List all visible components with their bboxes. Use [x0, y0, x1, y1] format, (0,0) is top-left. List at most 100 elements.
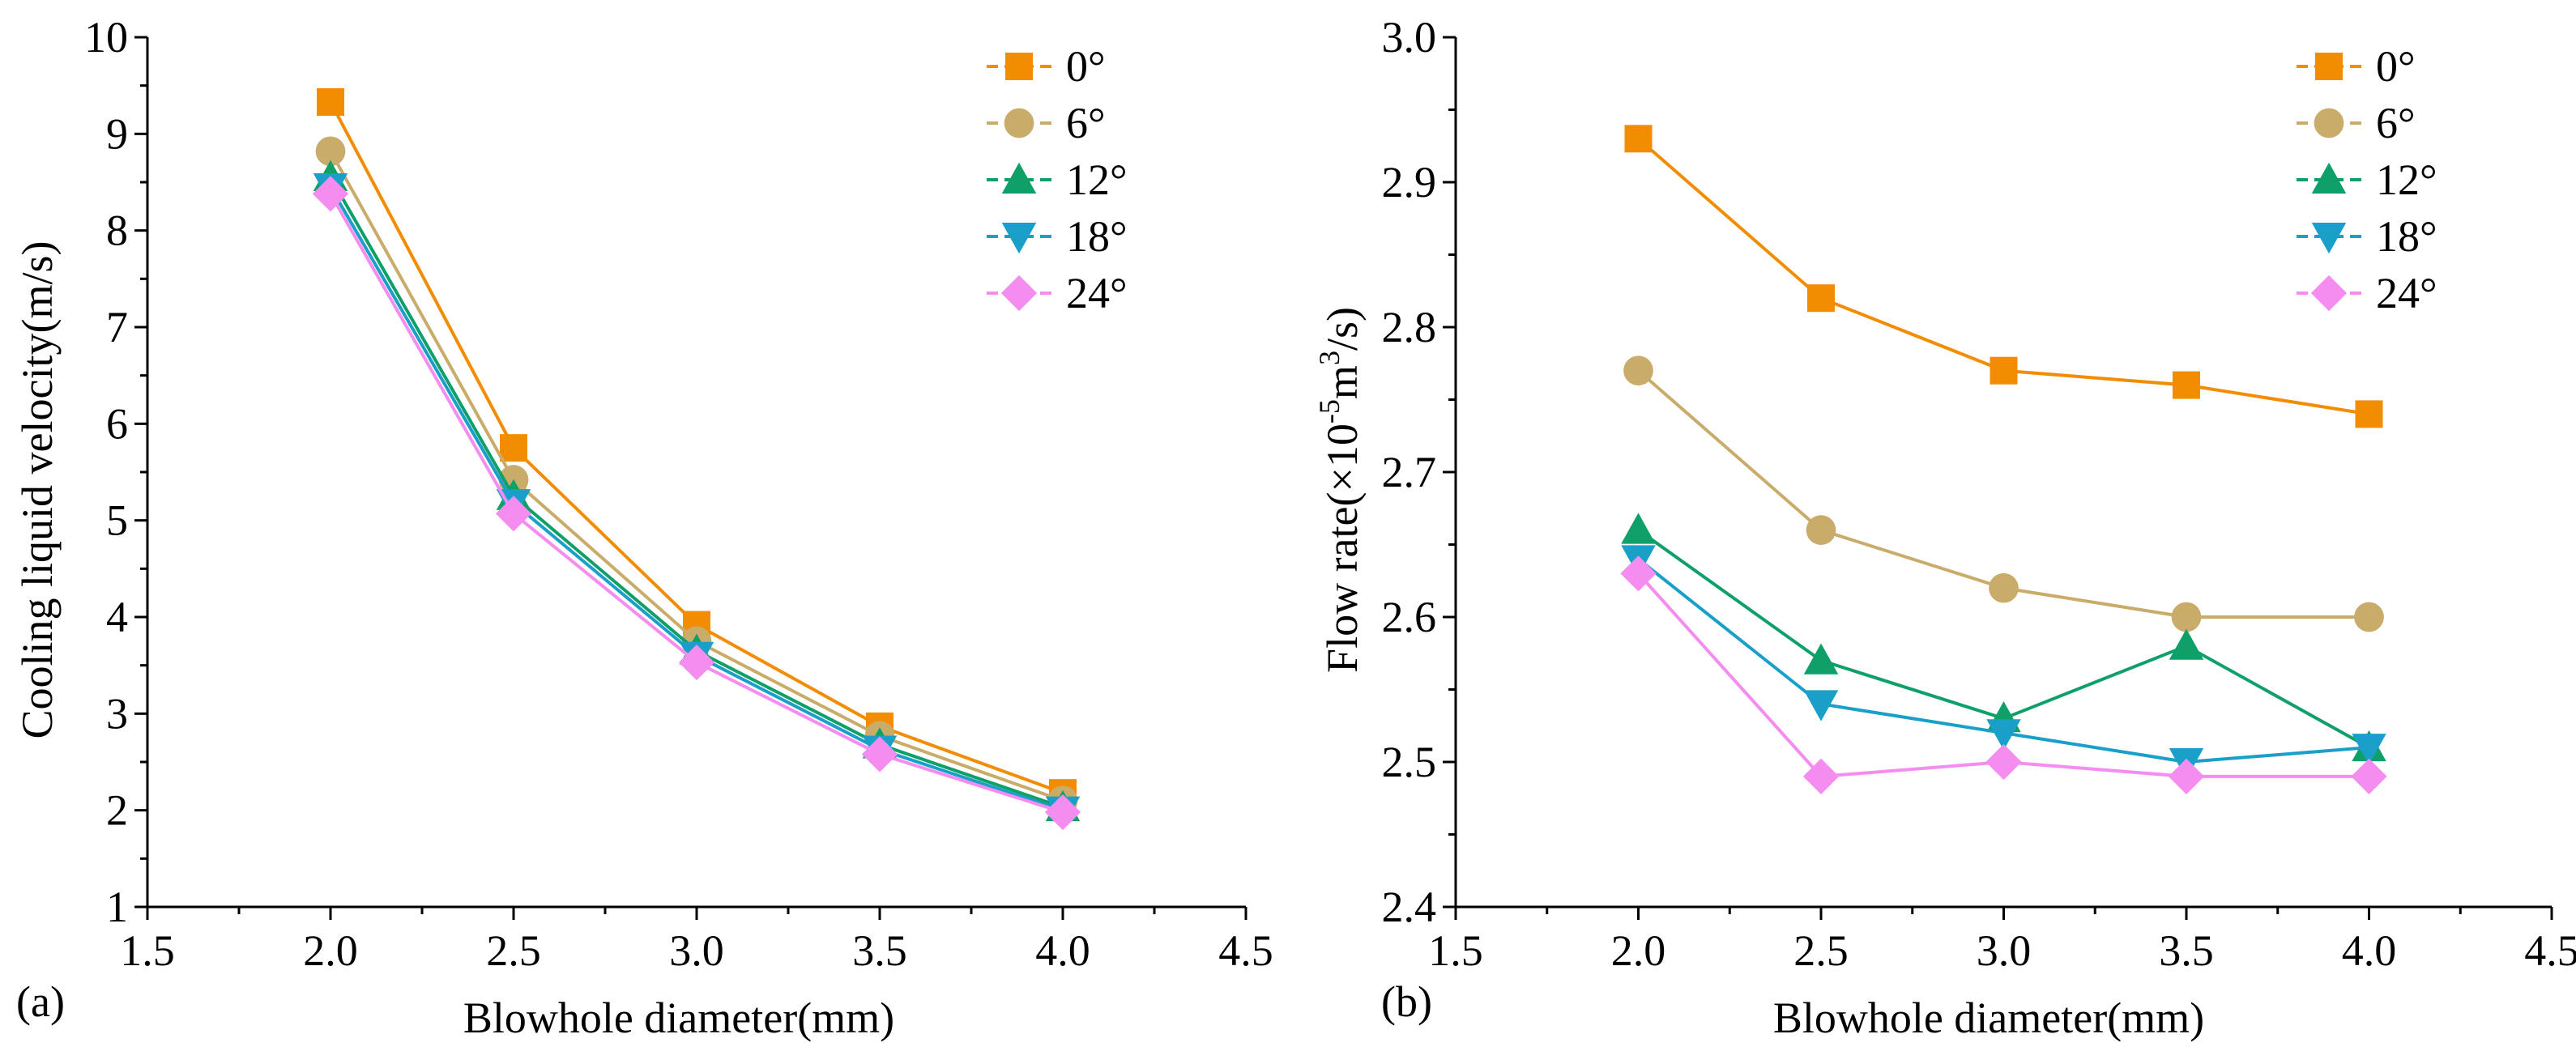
panel-a-legend-entry: 6°	[987, 99, 1106, 147]
panel-b-data-point	[1803, 690, 1839, 721]
panel-b-data-point	[2355, 400, 2383, 428]
panel-b-legend-entry: 12°	[2297, 155, 2437, 204]
panel-a-x-tick-label: 2.0	[303, 926, 358, 975]
panel-a-legend-marker	[1001, 223, 1037, 254]
panel-b-series-1	[1623, 355, 2384, 632]
panel-b-data-point	[1803, 643, 1839, 675]
panel-a-y-tick-label: 4	[106, 593, 128, 641]
panel-a-legend-marker	[1005, 53, 1033, 80]
panel-b-legend-label: 18°	[2376, 212, 2437, 261]
panel-a-legend-label: 24°	[1066, 269, 1128, 317]
panel-a-legend-entry: 12°	[987, 155, 1128, 204]
panel-a-x-tick-label: 3.0	[669, 926, 724, 975]
panel-b-legend: 0° 6° 12° 18° 24°	[2297, 42, 2437, 317]
panel-a-data-point	[317, 87, 344, 116]
panel-b-ylabel: Flow rate(×10-5m3/s)	[1313, 307, 1367, 673]
panel-a-label: (a)	[16, 977, 65, 1026]
panel-b-legend-label: 24°	[2376, 269, 2437, 317]
panel-a-y-tick-label: 10	[84, 13, 128, 62]
panel-a-plot-area: 1.5 2.0 2.5 3.0 3.5 4.0 4.5 1 2 3 4 5 6 7 8 9 10 0° 6° 12° 1…	[84, 13, 1273, 975]
panel-b-legend-marker	[2310, 275, 2348, 312]
panel-a-legend-entry: 18°	[987, 212, 1128, 261]
panel-b-x-tick-label: 4.5	[2524, 926, 2576, 975]
panel-b-data-point	[1986, 719, 2021, 751]
panel-a-data-point	[861, 736, 898, 772]
panel-a-x-tick-label: 4.0	[1035, 926, 1090, 975]
panel-b-xlabel: Blowhole diameter(mm)	[1773, 994, 2204, 1042]
panel-b-legend-entry: 6°	[2297, 99, 2416, 147]
panel-a-legend-marker	[1004, 108, 1034, 138]
panel-a-legend-label: 12°	[1066, 155, 1128, 204]
panel-b-series-4	[1620, 555, 2387, 794]
panel-b-data-point	[1621, 513, 1656, 544]
panel-b-x-tick-label: 2.0	[1611, 926, 1666, 975]
panel-a-data-point	[495, 496, 532, 532]
panel-b-x-tick-label: 4.0	[2342, 926, 2397, 975]
panel-b-y-tick-label: 2.9	[1382, 158, 1437, 206]
panel-b-data-point	[2173, 371, 2200, 399]
panel-a-data-point	[678, 644, 715, 681]
panel-b-series-0	[1624, 125, 2383, 428]
panel-b-data-point	[2351, 758, 2387, 794]
panel-b-legend-entry: 24°	[2297, 269, 2437, 317]
panel-b-legend-label: 12°	[2376, 155, 2437, 204]
panel-a-ylabel: Cooling liquid velocity(m/s)	[13, 241, 62, 739]
panel-a-legend-label: 18°	[1066, 212, 1128, 261]
panel-a-x-tick-label: 4.5	[1218, 926, 1273, 975]
panel-a-y-tick-label: 8	[106, 206, 128, 255]
panel-a-y-tick-label: 7	[106, 303, 128, 351]
panel-a-legend-label: 0°	[1066, 42, 1106, 91]
panel-b-data-point	[1806, 515, 1836, 545]
panel-a-data-point	[315, 136, 346, 167]
panel-a-legend-marker	[1001, 162, 1037, 194]
panel-a-series-1	[315, 136, 1078, 816]
panel-a-data-point	[500, 434, 527, 462]
panel-a-velocity-chart: 1.5 2.0 2.5 3.0 3.5 4.0 4.5 1 2 3 4 5 6 7 8 9 10 0° 6° 12° 1…	[13, 13, 1273, 1042]
panel-b-x-tick-label: 3.5	[2159, 926, 2214, 975]
panel-b-data-point	[1807, 284, 1835, 313]
panel-b-data-point	[1990, 356, 2018, 385]
panel-a-legend-entry: 0°	[987, 42, 1106, 91]
panel-b-legend-marker	[2315, 53, 2343, 80]
panel-a-series-3	[313, 172, 1081, 828]
panel-a-series-line	[329, 150, 1064, 802]
panel-b-data-point	[1620, 555, 1657, 592]
panel-a-series-line	[329, 101, 1064, 795]
panel-b-data-point	[2352, 734, 2386, 765]
panel-b-y-tick-label: 3.0	[1382, 13, 1437, 62]
panel-a-legend-label: 6°	[1066, 99, 1106, 147]
panel-b-flowrate-chart: 1.5 2.0 2.5 3.0 3.5 4.0 4.5 2.4 2.5 2.6 2.7 2.8 2.9 3…	[1313, 13, 2576, 1042]
panel-b-legend-marker	[2314, 108, 2344, 138]
panel-b-y-tick-label: 2.5	[1382, 738, 1437, 786]
panel-a-data-point	[1044, 794, 1081, 831]
panel-b-label: (b)	[1381, 977, 1432, 1026]
panel-b-y-tick-label: 2.7	[1382, 448, 1437, 496]
panel-b-y-tick-label: 2.6	[1382, 593, 1437, 641]
panel-a-y-tick-label: 5	[106, 496, 128, 545]
panel-b-legend-entry: 18°	[2297, 212, 2437, 261]
panel-a-y-tick-label: 3	[106, 689, 128, 738]
panel-b-data-point	[1985, 743, 2022, 781]
panel-a-xlabel: Blowhole diameter(mm)	[463, 994, 894, 1042]
panel-a-series-0	[317, 87, 1077, 807]
panel-b-data-point	[1802, 758, 1840, 794]
panel-b-legend-entry: 0°	[2297, 42, 2416, 91]
panel-a-legend-entry: 24°	[987, 269, 1128, 317]
panel-a-y-tick-label: 1	[106, 883, 128, 931]
panel-a-legend: 0° 6° 12° 18° 24°	[987, 42, 1128, 317]
panel-a-x-tick-label: 3.5	[852, 926, 907, 975]
panel-a-series-2	[313, 160, 1081, 822]
panel-b-data-point	[2168, 758, 2205, 794]
panel-a-y-tick-label: 6	[106, 399, 128, 448]
panel-b-data-point	[2169, 628, 2204, 660]
panel-b-x-tick-label: 1.5	[1428, 926, 1483, 975]
panel-a-series-4	[312, 176, 1081, 831]
panel-b-plot-area: 1.5 2.0 2.5 3.0 3.5 4.0 4.5 2.4 2.5 2.6 2.7 2.8 2.9 3…	[1382, 13, 2576, 975]
panel-a-y-tick-label: 2	[106, 786, 128, 835]
panel-a-series-line	[329, 185, 1064, 812]
panel-a-x-tick-label: 2.5	[486, 926, 541, 975]
panel-a-series-line	[329, 177, 1064, 809]
panel-b-x-tick-label: 3.0	[1977, 926, 2032, 975]
panel-b-data-point	[1989, 572, 2019, 603]
